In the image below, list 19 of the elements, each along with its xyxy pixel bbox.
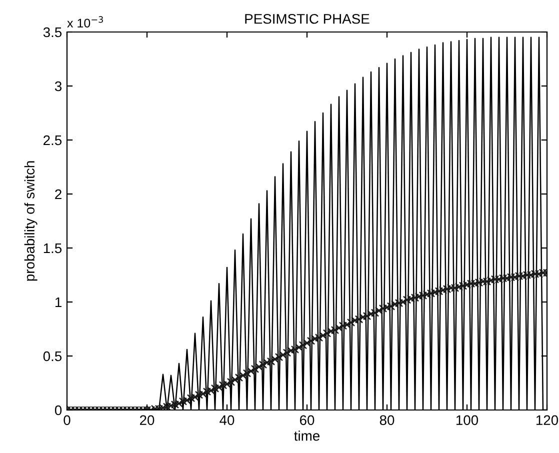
x-tick-label: 40 bbox=[220, 415, 234, 426]
y-axis-title: probability of switch bbox=[24, 161, 38, 281]
y-tick-label: 2.5 bbox=[44, 135, 62, 146]
x-tick-label: 100 bbox=[456, 415, 478, 426]
x-tick-label: 0 bbox=[64, 415, 70, 426]
text: x 10$^{−3}$ bbox=[67, 16, 103, 28]
y-tick-label: 0 bbox=[54, 405, 62, 416]
y-tick-label: 3 bbox=[54, 81, 62, 92]
y-tick-label: 3.5 bbox=[43, 27, 62, 38]
x-tick-label: 120 bbox=[536, 415, 558, 426]
x-tick-label: 20 bbox=[140, 415, 154, 426]
y-tick-label: 0.5 bbox=[43, 351, 62, 362]
y-tick-label: 1 bbox=[55, 297, 62, 308]
x-tick-label: 80 bbox=[380, 415, 394, 426]
x-tick-label: 60 bbox=[300, 415, 314, 426]
y-tick-label: 2 bbox=[55, 189, 62, 200]
x-axis-title: time bbox=[294, 430, 320, 441]
chart-title: PESIMSTIC PHASE bbox=[245, 14, 370, 24]
y-tick-label: 1.5 bbox=[44, 243, 62, 254]
